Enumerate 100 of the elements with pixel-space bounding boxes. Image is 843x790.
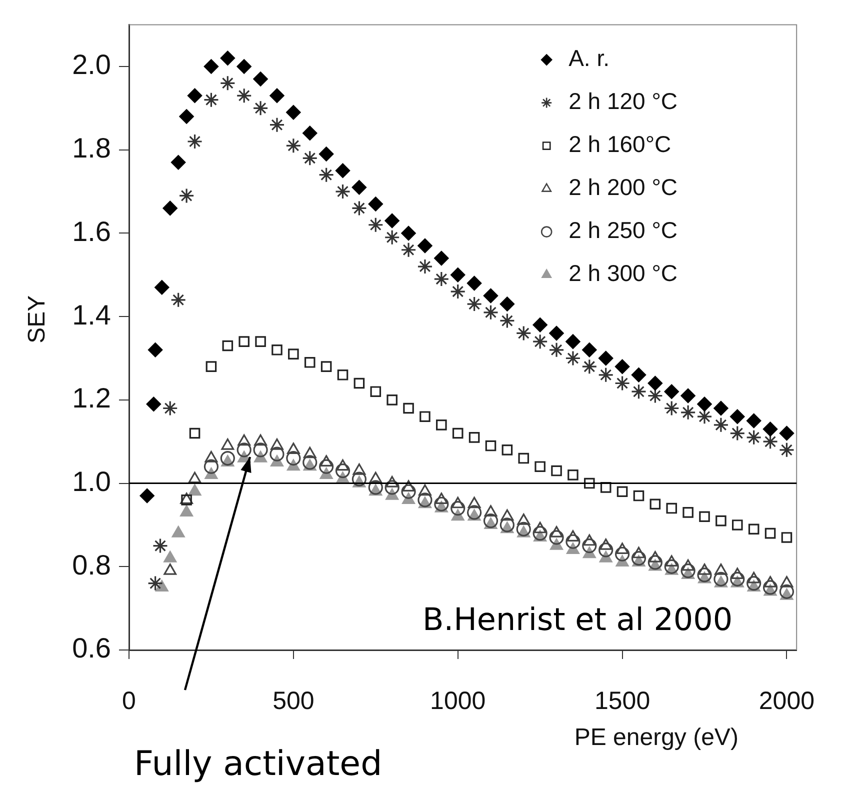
point [748, 524, 760, 535]
point [616, 542, 629, 554]
point [334, 184, 351, 200]
point [598, 350, 614, 366]
x-tick-label: 0 [122, 686, 136, 715]
point [648, 551, 662, 562]
x-axis-title: PE energy (eV) [574, 724, 738, 751]
point [600, 482, 612, 493]
point [482, 304, 499, 320]
point [664, 559, 679, 574]
point [778, 442, 795, 458]
point [253, 442, 268, 458]
point [189, 428, 200, 439]
point [532, 318, 548, 332]
legend-label: 2 h 200 °C [568, 174, 678, 200]
legend-label: 2 h 160°C [568, 131, 672, 158]
y-tick-label: 1.2 [72, 382, 111, 414]
point [401, 484, 416, 499]
point [516, 522, 531, 536]
point [500, 509, 514, 521]
point [148, 576, 164, 592]
point [220, 50, 235, 66]
point [384, 213, 400, 228]
point [500, 518, 514, 532]
point [335, 463, 350, 478]
point [417, 258, 433, 274]
point [370, 386, 382, 397]
point [664, 400, 680, 416]
point [714, 400, 728, 416]
point [598, 367, 614, 383]
point [254, 434, 267, 446]
point [434, 496, 449, 512]
point [238, 336, 250, 347]
point [534, 522, 547, 534]
point [484, 505, 498, 517]
point [164, 551, 177, 562]
point [699, 511, 710, 522]
point [746, 413, 762, 428]
point [714, 564, 728, 575]
point [303, 446, 316, 458]
point [188, 484, 202, 496]
text: Fully activated [134, 744, 382, 784]
point [582, 358, 598, 374]
point [386, 394, 398, 406]
point [369, 472, 382, 484]
point [187, 88, 202, 103]
point [549, 326, 564, 341]
point [582, 342, 597, 358]
point [253, 72, 268, 86]
point [565, 350, 581, 366]
point [402, 480, 415, 492]
point [730, 572, 745, 586]
point [631, 551, 646, 566]
point [164, 564, 177, 575]
point [336, 459, 350, 471]
y-tick-label: 1.0 [72, 466, 111, 497]
point [140, 488, 154, 504]
point [304, 357, 316, 368]
x-tick-label: 2000 [758, 686, 815, 715]
point [762, 580, 778, 595]
point [779, 426, 794, 441]
point [436, 420, 447, 430]
point [762, 434, 778, 450]
point [696, 408, 712, 424]
point [666, 502, 678, 514]
point [614, 375, 630, 392]
point [252, 100, 268, 116]
point [220, 75, 236, 91]
point [664, 384, 679, 399]
y-tick-label: 0.6 [72, 632, 111, 664]
point [222, 340, 234, 352]
point [400, 242, 416, 258]
point [352, 180, 366, 195]
point [186, 134, 203, 150]
point [517, 513, 530, 525]
point [154, 280, 170, 295]
point [204, 459, 219, 474]
point [286, 138, 302, 154]
y-tick-label: 2.0 [72, 49, 111, 80]
point [747, 572, 760, 584]
point [614, 359, 630, 374]
point [697, 396, 712, 412]
y-tick-label: 0.8 [72, 549, 111, 580]
point [351, 200, 367, 216]
point [434, 271, 450, 287]
legend-label: A. r. [568, 45, 610, 72]
point [204, 59, 219, 74]
point [466, 296, 482, 312]
point [178, 188, 194, 204]
point [779, 584, 794, 599]
x-tick-label: 1500 [594, 686, 650, 715]
point [682, 559, 694, 571]
point [221, 438, 234, 450]
point [746, 576, 762, 591]
point [368, 217, 384, 233]
point [450, 500, 466, 516]
y-tick-label: 1.8 [72, 132, 111, 164]
point [566, 334, 580, 349]
point [680, 388, 696, 404]
y-axis-title: SEY [24, 295, 51, 344]
